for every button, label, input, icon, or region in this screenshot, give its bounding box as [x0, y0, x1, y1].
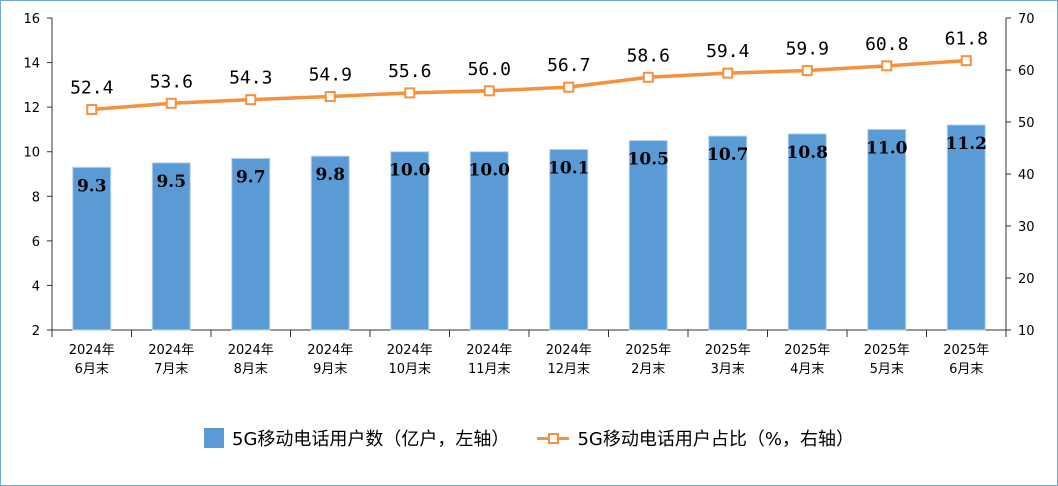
line-marker	[86, 104, 98, 116]
line-marker	[801, 65, 813, 77]
bar	[708, 135, 748, 331]
x-tick-label: 2025年 6月末	[943, 343, 989, 377]
left-tick-label: 6	[32, 235, 40, 250]
bar	[469, 151, 509, 331]
left-tick-label: 8	[32, 190, 40, 205]
left-tick-label: 10	[23, 146, 40, 161]
line-value-label: 52.4	[70, 78, 113, 99]
line-marker	[483, 85, 495, 97]
bar-series	[72, 124, 986, 331]
legend-line-label: 5G移动电话用户占比（%，右轴）	[577, 429, 854, 450]
bar-value-label: 10.5	[628, 150, 669, 170]
x-tick-label: 2024年 9月末	[307, 343, 353, 377]
line-value-label: 54.9	[309, 65, 352, 86]
bar-value-label: 9.7	[236, 167, 266, 187]
combo-chart: 2 4 6 8 10 12 14 16 10 20 30 40 50 60 70 2024年 6月末 2024年 7…	[23, 12, 1034, 377]
line-marker	[960, 55, 972, 67]
line-marker	[881, 60, 893, 72]
line-marker	[722, 67, 734, 79]
x-tick-label: 2025年 2月末	[625, 343, 671, 377]
right-tick-label: 60	[1018, 64, 1035, 79]
right-tick-label: 50	[1018, 116, 1035, 131]
bar-value-label: 11.2	[946, 134, 987, 154]
left-tick-label: 14	[23, 57, 40, 72]
bar-value-label: 9.3	[77, 176, 107, 196]
line-path	[91, 58, 967, 112]
bar	[628, 140, 668, 331]
legend-bar-swatch	[204, 428, 225, 448]
left-tick-label: 12	[23, 101, 40, 116]
line-value-label: 55.6	[388, 61, 431, 82]
bar-value-label: 10.8	[787, 143, 828, 163]
bar-value-label: 10.0	[469, 161, 511, 181]
right-tick-label: 70	[1018, 12, 1035, 27]
line-value-label: 53.6	[150, 71, 193, 92]
left-tick-label: 4	[32, 279, 40, 294]
line-value-label: 60.8	[865, 34, 908, 55]
bar	[231, 157, 271, 331]
bar	[390, 151, 430, 331]
bar-value-label: 9.5	[156, 172, 186, 192]
left-tick-label: 2	[32, 324, 40, 339]
x-tick-label: 2025年 3月末	[705, 343, 751, 377]
x-tick-label: 2024年 8月末	[228, 343, 274, 377]
line-value-label: 56.7	[547, 55, 590, 76]
line-value-label: 54.3	[229, 68, 272, 89]
axes: 2 4 6 8 10 12 14 16 10 20 30 40 50 60 70 2024年 6月末 2024年 7…	[23, 12, 1034, 377]
bar	[549, 148, 589, 331]
x-tick-label: 2024年 7月末	[148, 343, 194, 377]
legend-line-swatch	[537, 428, 570, 448]
line-value-label: 58.6	[627, 45, 670, 66]
bar-value-label: 10.1	[548, 158, 589, 178]
line-value-label: 59.9	[786, 39, 829, 60]
line-marker	[165, 97, 177, 109]
bar-value-label: 9.8	[315, 165, 345, 185]
bar-value-label: 11.0	[866, 138, 908, 158]
data-labels: 9.3 9.5 9.7 9.8 10.0 10.0 10.1 10.5 10.7 10.8 11.0…	[70, 29, 988, 197]
right-tick-label: 20	[1018, 272, 1035, 287]
x-tick-label: 2024年 6月末	[69, 343, 115, 377]
right-tick-label: 40	[1018, 168, 1035, 183]
bar	[946, 124, 986, 331]
legend: 5G移动电话用户数（亿户，左轴） 5G移动电话用户占比（%，右轴）	[0, 423, 1058, 453]
bar	[72, 166, 112, 331]
line-marker	[245, 94, 257, 106]
line-value-label: 61.8	[945, 29, 988, 50]
x-tick-label: 2025年 5月末	[864, 343, 910, 377]
legend-item-line: 5G移动电话用户占比（%，右轴）	[537, 425, 854, 451]
line-series	[86, 55, 972, 116]
line-marker	[642, 71, 654, 83]
legend-bar-label: 5G移动电话用户数（亿户，左轴）	[232, 429, 510, 450]
bar-value-label: 10.7	[707, 145, 748, 165]
right-tick-label: 10	[1018, 324, 1035, 339]
line-marker	[324, 91, 336, 103]
bar	[787, 133, 827, 331]
bar	[310, 155, 350, 331]
line-value-label: 59.4	[706, 41, 749, 62]
x-tick-label: 2025年 4月末	[784, 343, 830, 377]
line-marker	[563, 81, 575, 93]
left-tick-label: 16	[23, 12, 40, 27]
x-tick-label: 2024年 10月末	[387, 343, 433, 377]
x-tick-label: 2024年 11月末	[466, 343, 512, 377]
bar	[151, 162, 191, 331]
legend-item-bar: 5G移动电话用户数（亿户，左轴）	[204, 425, 509, 451]
x-tick-label: 2024年 12月末	[546, 343, 592, 377]
bar	[867, 128, 907, 331]
line-marker	[404, 87, 416, 99]
bar-value-label: 10.0	[389, 161, 431, 181]
right-tick-label: 30	[1018, 220, 1035, 235]
line-value-label: 56.0	[468, 59, 511, 80]
